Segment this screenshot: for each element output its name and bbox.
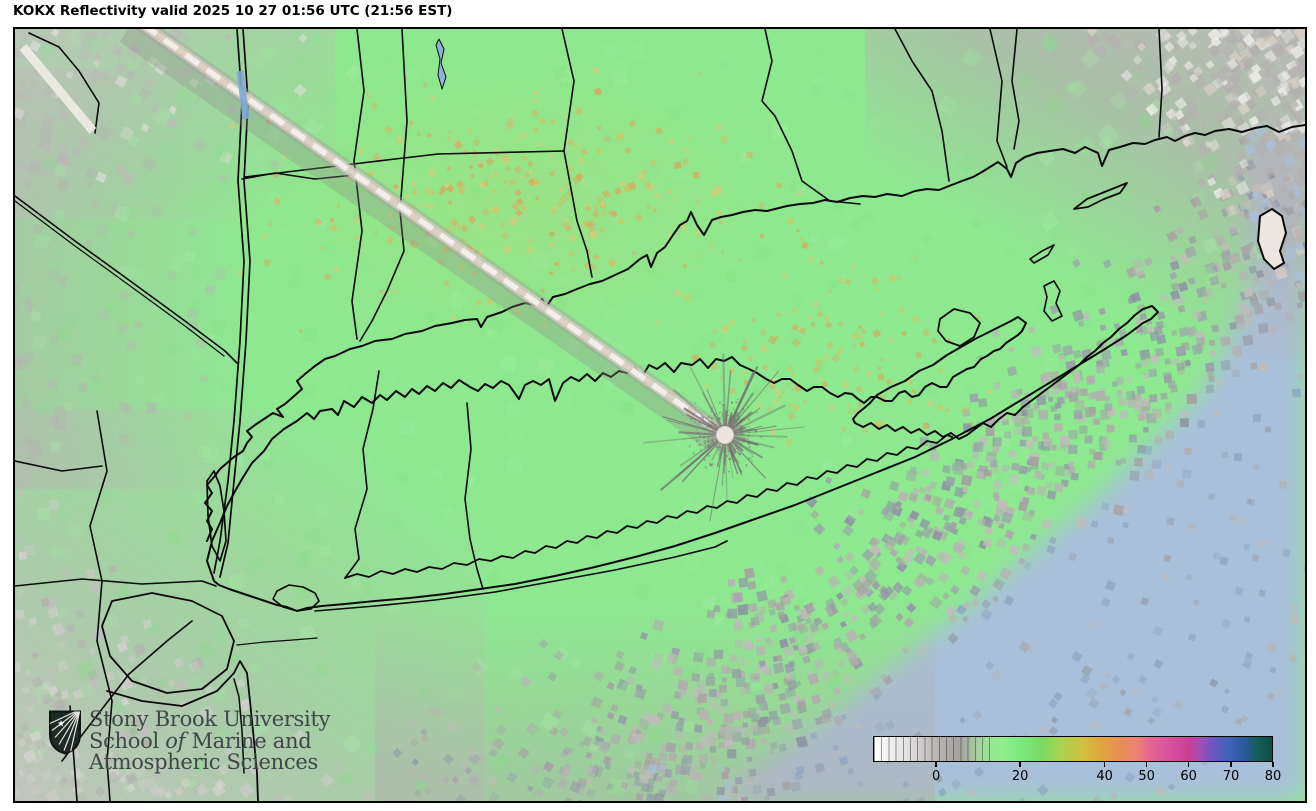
logo-line-1: Stony Brook University <box>89 707 331 731</box>
ct-county-3 <box>894 29 950 182</box>
colorbar-tick-mark <box>1103 762 1106 767</box>
staten-island-outline <box>101 592 235 694</box>
nj-county-line-1 <box>89 410 113 801</box>
mid-ct-horizontal <box>244 150 565 178</box>
page-title: KOKX Reflectivity valid 2025 10 27 01:56… <box>13 3 453 19</box>
colorbar-tick-label: 20 <box>1011 769 1029 784</box>
ocean-region-se <box>705 129 1305 801</box>
colorbar-tick-mark <box>935 762 937 767</box>
nj-county-line-3 <box>15 460 103 472</box>
ct-county-5 <box>1011 29 1020 150</box>
colorbar-tick-mark <box>1272 762 1274 767</box>
long-island-outline <box>206 305 1159 612</box>
colorbar-tick-label: 40 <box>1096 769 1113 784</box>
colorbar-tick-mark <box>1145 762 1148 767</box>
stony-brook-shield-icon: ★ <box>49 710 81 755</box>
bay-channel-line <box>236 637 318 646</box>
barrier-island-line <box>314 540 728 612</box>
interference-spike <box>19 29 726 450</box>
reflectivity-colorbar: 0 20 40 50 60 70 80 <box>873 736 1281 786</box>
logo-line-2: School of Marine and <box>89 728 312 753</box>
hudson-river <box>213 29 245 574</box>
yellow-wash <box>225 29 825 369</box>
radar-map-canvas: ★ Stony Brook University School of Marin… <box>13 27 1307 803</box>
connecticut-coast <box>204 124 1305 542</box>
fishers-island <box>1073 182 1128 210</box>
raritan-bay-shore <box>106 660 259 801</box>
geography-boundaries <box>15 29 1305 801</box>
colorbar-tick-label: 60 <box>1180 769 1197 784</box>
ct-county-2 <box>761 29 861 205</box>
ct-county-4 <box>989 29 1008 168</box>
radar-site-marker <box>716 426 734 444</box>
nassau-suffolk-border <box>464 402 484 590</box>
corner-line-nw <box>28 32 100 134</box>
colorbar-tick-label: 80 <box>1264 769 1282 784</box>
radar-map-svg <box>15 29 1305 801</box>
nj-county-line-2 <box>15 578 217 587</box>
westchester-line <box>351 29 365 340</box>
candlewood-lake <box>435 38 447 90</box>
ny-ct-border <box>359 29 408 342</box>
colorbar-bin-lines <box>874 737 994 761</box>
colorbar-tick-mark <box>1230 762 1232 767</box>
corner-streak <box>19 44 97 134</box>
ny-nj-border <box>15 195 238 364</box>
queens-nassau-border <box>344 370 380 579</box>
ct-county-1 <box>561 29 593 278</box>
colorbar-tick-mark <box>1019 762 1021 767</box>
sandy-hook-inner <box>233 678 245 774</box>
stony-brook-logo: ★ Stony Brook University School of Marin… <box>48 707 331 774</box>
logo-line-3: Atmospheric Sciences <box>89 750 318 774</box>
south-bay-shore <box>344 434 953 579</box>
gardiners-island <box>1043 280 1063 322</box>
hudson-river-east <box>219 29 251 578</box>
ny-nj-border-twin <box>15 200 225 357</box>
colorbar-tick-label: 70 <box>1222 769 1240 784</box>
nj-county-line-4 <box>61 620 193 762</box>
colorbar-tick-label: 50 <box>1138 769 1155 784</box>
ct-ri-border <box>1158 29 1163 138</box>
jamaica-bay-outline <box>272 584 320 612</box>
manhattan-outline <box>206 470 227 562</box>
plum-island <box>1029 244 1055 264</box>
svg-text:★: ★ <box>57 720 65 730</box>
stony-brook-logo-text: Stony Brook University School of Marine … <box>89 707 331 774</box>
hudson-through-spike <box>236 70 250 120</box>
block-island <box>1257 208 1287 270</box>
colorbar-tick-label: 0 <box>932 769 941 784</box>
shelter-island <box>937 308 981 347</box>
colorbar-gradient <box>873 736 1273 762</box>
colorbar-tick-mark <box>1187 762 1190 767</box>
